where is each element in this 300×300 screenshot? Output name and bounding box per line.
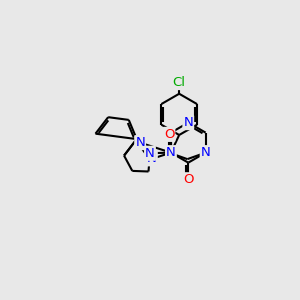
Text: N: N	[147, 152, 157, 165]
Text: N: N	[183, 116, 193, 129]
Text: O: O	[164, 128, 174, 141]
Text: O: O	[183, 173, 194, 186]
Text: N: N	[145, 147, 155, 160]
Text: N: N	[166, 146, 176, 159]
Text: Cl: Cl	[173, 76, 186, 89]
Text: N: N	[201, 146, 211, 159]
Text: N: N	[135, 136, 145, 149]
